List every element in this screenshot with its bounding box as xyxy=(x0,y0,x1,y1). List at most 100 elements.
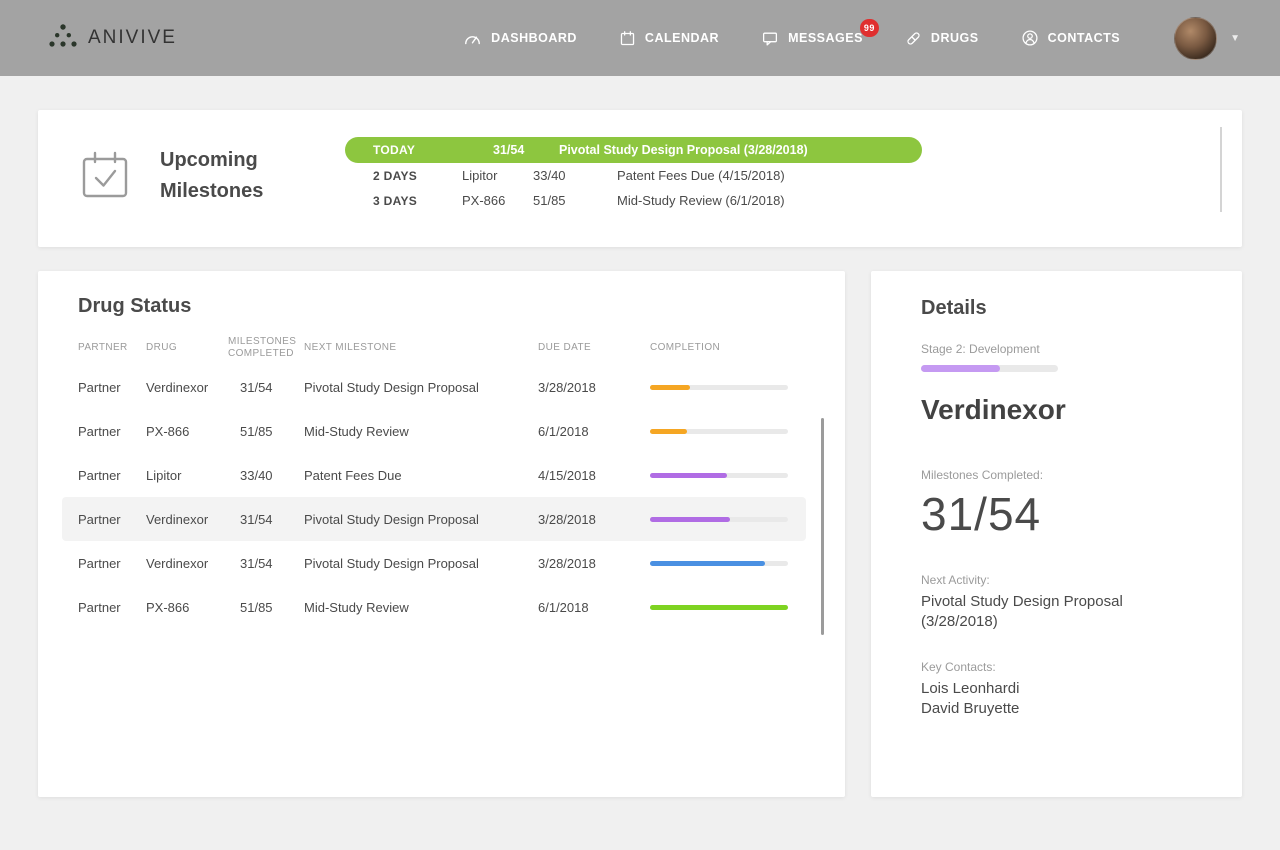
milestone-fraction: 51/85 xyxy=(533,193,566,208)
cell-partner: Partner xyxy=(78,511,121,527)
milestone-fraction: 31/54 xyxy=(493,143,525,157)
table-scrollbar[interactable] xyxy=(821,418,824,635)
cell-completed: 51/85 xyxy=(240,423,273,439)
milestones-title: Upcoming Milestones xyxy=(160,149,264,202)
cell-due: 6/1/2018 xyxy=(538,423,589,439)
pill-icon xyxy=(905,30,922,47)
milestone-name: Patent Fees Due (4/15/2018) xyxy=(617,168,785,183)
milestone-fraction: 33/40 xyxy=(533,168,566,183)
top-navbar: ANIVIVE DASHBOARD xyxy=(0,0,1280,76)
progress-bar xyxy=(650,472,788,478)
cell-next: Mid-Study Review xyxy=(304,599,409,615)
nav-label: DASHBOARD xyxy=(491,31,577,45)
messages-badge: 99 xyxy=(859,18,879,37)
cell-completed: 31/54 xyxy=(240,511,273,527)
table-row[interactable]: Partner Verdinexor 31/54 Pivotal Study D… xyxy=(62,365,806,409)
milestone-drug: PX-866 xyxy=(462,193,506,208)
milestones-completed-value: 31/54 xyxy=(921,488,1042,540)
milestone-row-today[interactable]: TODAY 31/54 Pivotal Study Design Proposa… xyxy=(345,137,922,163)
progress-fill xyxy=(650,516,731,522)
avatar[interactable] xyxy=(1174,16,1218,60)
person-icon xyxy=(1021,29,1039,47)
drug-status-table: PARTNER DRUG MILESTONES COMPLETED NEXT M… xyxy=(38,331,845,629)
nav-label: CALENDAR xyxy=(644,31,720,45)
col-due-date: DUE DATE xyxy=(538,342,592,353)
progress-bar xyxy=(650,384,788,390)
nav-label: CONTACTS xyxy=(1047,31,1121,45)
table-row-selected[interactable]: Partner Verdinexor 31/54 Pivotal Study D… xyxy=(62,497,806,541)
next-activity-label: Next Activity: xyxy=(921,573,990,587)
table-row[interactable]: Partner PX-866 51/85 Mid-Study Review 6/… xyxy=(62,409,806,453)
milestone-row[interactable]: 3 DAYS PX-866 51/85 Mid-Study Review (6/… xyxy=(345,188,922,213)
progress-bar xyxy=(650,560,788,566)
col-drug: DRUG xyxy=(146,342,178,353)
chevron-down-icon[interactable]: ▼ xyxy=(1230,32,1240,44)
cell-drug: Verdinexor xyxy=(146,379,209,395)
contact-name[interactable]: David Bruyette xyxy=(921,700,1020,717)
nav-item-calendar[interactable]: CALENDAR xyxy=(619,30,719,47)
progress-bar xyxy=(650,516,788,522)
col-milestones-completed: MILESTONES COMPLETED xyxy=(228,336,297,359)
cell-next: Pivotal Study Design Proposal xyxy=(304,555,479,571)
cell-next: Pivotal Study Design Proposal xyxy=(304,379,479,395)
cell-next: Mid-Study Review xyxy=(304,423,409,439)
brand-name: ANIVIVE xyxy=(88,27,177,48)
key-contacts-list: Lois Leonhardi David Bruyette xyxy=(921,679,1212,719)
milestones-completed-label: Milestones Completed: xyxy=(921,468,1044,482)
cell-drug: PX-866 xyxy=(146,599,190,615)
progress-bar xyxy=(650,604,788,610)
progress-fill xyxy=(650,472,728,478)
stage-label: Stage 2: Development xyxy=(921,342,1040,356)
col-partner: PARTNER xyxy=(78,342,128,353)
progress-fill xyxy=(650,384,691,390)
nav-label: DRUGS xyxy=(930,31,979,45)
nav-item-drugs[interactable]: DRUGS xyxy=(905,30,979,47)
milestones-list: TODAY 31/54 Pivotal Study Design Proposa… xyxy=(345,137,922,213)
details-title: Details xyxy=(921,297,987,319)
table-row[interactable]: Partner Lipitor 33/40 Patent Fees Due 4/… xyxy=(62,453,806,497)
cell-next: Pivotal Study Design Proposal xyxy=(304,511,479,527)
stage-progress-fill xyxy=(921,365,1001,372)
cell-partner: Partner xyxy=(78,599,121,615)
cell-completed: 31/54 xyxy=(240,379,273,395)
upcoming-milestones-card: Upcoming Milestones TODAY 31/54 Pivotal … xyxy=(38,110,1242,247)
cell-completed: 51/85 xyxy=(240,599,273,615)
table-row[interactable]: Partner Verdinexor 31/54 Pivotal Study D… xyxy=(62,541,806,585)
stage-progress-bar xyxy=(921,365,1058,372)
cell-due: 3/28/2018 xyxy=(538,555,596,571)
col-next-milestone: NEXT MILESTONE xyxy=(304,342,397,353)
milestone-drug: Lipitor xyxy=(462,168,498,183)
progress-fill xyxy=(650,560,765,566)
milestone-when: TODAY xyxy=(373,143,416,157)
cell-completed: 33/40 xyxy=(240,467,273,483)
details-drug-name: Verdinexor xyxy=(921,394,1066,425)
cell-due: 4/15/2018 xyxy=(538,467,596,483)
cell-due: 3/28/2018 xyxy=(538,379,596,395)
table-row[interactable]: Partner PX-866 51/85 Mid-Study Review 6/… xyxy=(62,585,806,629)
anivive-logo-icon xyxy=(48,23,78,54)
brand-logo[interactable]: ANIVIVE xyxy=(48,23,177,54)
progress-fill xyxy=(650,604,788,610)
progress-fill xyxy=(650,428,688,434)
cell-partner: Partner xyxy=(78,555,121,571)
cell-drug: Verdinexor xyxy=(146,511,209,527)
next-activity-value: Pivotal Study Design Proposal (3/28/2018… xyxy=(921,593,1123,630)
nav-item-dashboard[interactable]: DASHBOARD xyxy=(463,30,577,46)
cell-drug: Verdinexor xyxy=(146,555,209,571)
nav-item-messages[interactable]: MESSAGES 99 xyxy=(761,18,879,47)
nav-item-contacts[interactable]: CONTACTS xyxy=(1021,29,1121,47)
milestone-name: Mid-Study Review (6/1/2018) xyxy=(617,193,785,208)
table-header: PARTNER DRUG MILESTONES COMPLETED NEXT M… xyxy=(62,331,806,365)
milestone-row[interactable]: 2 DAYS Lipitor 33/40 Patent Fees Due (4/… xyxy=(345,163,922,188)
milestones-scrollbar[interactable] xyxy=(1220,127,1222,212)
key-contacts-label: Key Contacts: xyxy=(921,660,996,674)
cell-drug: PX-866 xyxy=(146,423,190,439)
details-card: Details Stage 2: Development Verdinexor … xyxy=(871,271,1242,797)
main-nav: DASHBOARD CALENDAR xyxy=(463,18,1121,47)
contact-name[interactable]: Lois Leonhardi xyxy=(921,680,1020,697)
cell-partner: Partner xyxy=(78,379,121,395)
milestone-when: 2 DAYS xyxy=(373,168,418,183)
gauge-icon xyxy=(463,30,482,46)
cell-due: 6/1/2018 xyxy=(538,599,589,615)
